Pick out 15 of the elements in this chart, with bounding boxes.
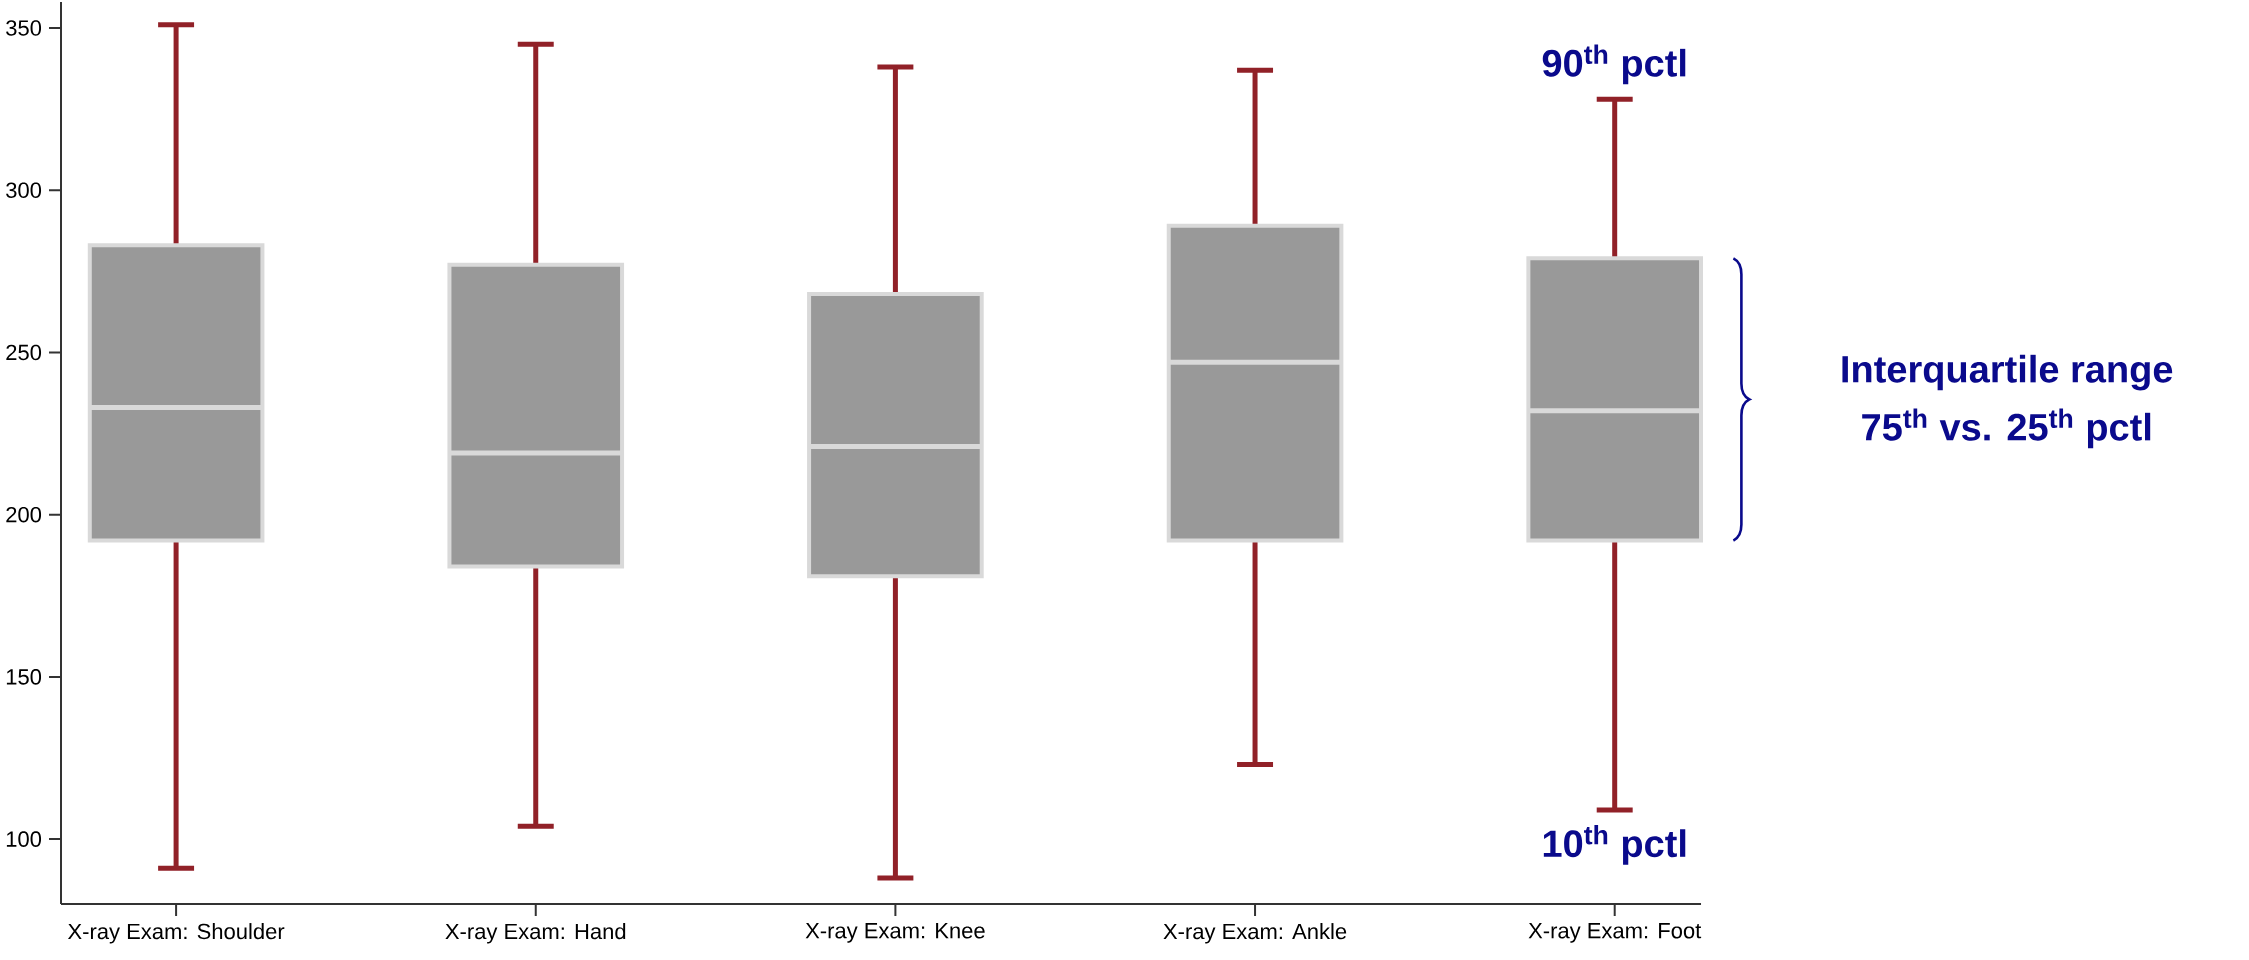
y-tick-label: 350 (6, 20, 42, 36)
annotation: 90$^{th}$ pctl (1542, 44, 1686, 85)
x-tick-label: X-ray Exam: Ankle (1163, 923, 1347, 944)
annotation: 10$^{th}$ pctl (1543, 824, 1686, 865)
x-tick-label: X-ray Exam: Shoulder (67, 923, 285, 944)
text: Interquartile range (1842, 354, 2173, 391)
y-tick-label: 100 (6, 831, 42, 847)
y-tick-label: 200 (6, 506, 42, 523)
x-tick-label: X-ray Exam: Foot (1528, 923, 1702, 943)
y-tick-label: 150 (6, 669, 42, 685)
y-tick-label: 250 (6, 344, 42, 361)
x-tick-label: X-ray Exam: Hand (445, 923, 626, 944)
x-tick-label: X-ray Exam: Knee (805, 923, 985, 943)
y-tick-label: 300 (6, 182, 42, 198)
text: 75$^{th}$ vs. 25$^{th}$ pctl (1862, 408, 2151, 449)
